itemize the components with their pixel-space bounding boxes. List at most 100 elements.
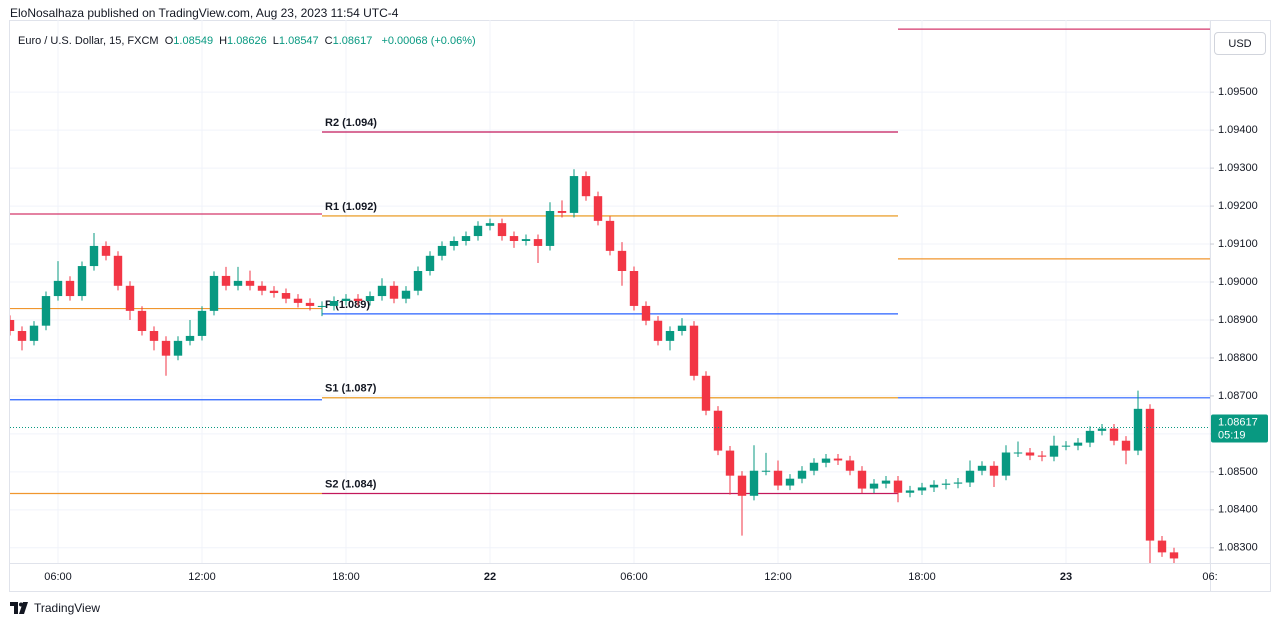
currency-button[interactable]: USD: [1214, 32, 1266, 55]
ohlc-value: 1.08547: [278, 35, 319, 47]
candle-body: [1061, 445, 1071, 447]
pivot-label: S2 (1.084): [325, 478, 377, 490]
candle-body: [173, 340, 183, 356]
candle-body: [89, 245, 99, 267]
x-tick-label: 18:00: [908, 571, 936, 583]
candle-body: [617, 250, 627, 271]
candle-body: [365, 296, 375, 301]
frame: [9, 20, 1271, 592]
ohlc-value: 1.08617: [332, 35, 373, 47]
candle-body: [113, 255, 123, 286]
candle-body: [869, 483, 879, 489]
candle-body: [125, 285, 135, 311]
y-tick-label: 1.08800: [1218, 352, 1258, 364]
change: +0.00068 (+0.06%): [381, 35, 476, 47]
candle-body: [245, 280, 255, 286]
candle-body: [221, 275, 231, 286]
candle-body: [65, 280, 75, 297]
candle-body: [653, 320, 663, 341]
x-tick-label: 23: [1060, 571, 1072, 583]
pivot-label: R2 (1.094): [325, 117, 377, 129]
candle-body: [161, 340, 171, 356]
candle-body: [10, 319, 15, 331]
x-tick-label: 18:00: [332, 571, 360, 583]
pivot-label: S1 (1.087): [325, 383, 377, 395]
candle-body: [701, 375, 711, 411]
candle-body: [197, 310, 207, 336]
ohlc-label: O: [164, 35, 174, 47]
candle-body: [137, 310, 147, 331]
y-tick-label: 1.09100: [1218, 238, 1258, 250]
candle-body: [293, 298, 303, 303]
candle-body: [209, 275, 219, 311]
publisher: EloNosalhaza published on TradingView.co…: [10, 6, 399, 20]
candle-body: [533, 239, 543, 246]
candle-body: [1157, 540, 1167, 553]
candle-body: [593, 196, 603, 221]
last-price-tag: [1211, 414, 1268, 443]
candle-body: [893, 480, 903, 493]
candle-body: [425, 255, 435, 271]
candle-body: [761, 470, 771, 472]
candle-body: [353, 298, 363, 301]
y-tick-label: 1.09200: [1218, 200, 1258, 212]
x-tick-label: 06:: [1202, 571, 1217, 583]
candle-body: [1025, 452, 1035, 456]
candle-body: [509, 236, 519, 241]
ohlc-label: L: [272, 35, 279, 47]
candle-body: [269, 290, 279, 294]
candle-body: [557, 210, 567, 213]
x-tick-label: 22: [484, 571, 496, 583]
candle-body: [485, 223, 495, 226]
candle-body: [17, 330, 27, 341]
candle-body: [29, 325, 39, 341]
candle-body: [473, 225, 483, 237]
candle-body: [449, 240, 459, 246]
candle-body: [785, 478, 795, 486]
candle-body: [665, 330, 675, 341]
candle-body: [905, 490, 915, 493]
candle-body: [305, 302, 315, 306]
logo: [10, 602, 28, 614]
y-tick-label: 1.09300: [1218, 162, 1258, 174]
candle-body: [1109, 428, 1119, 441]
candle-body: [833, 458, 843, 461]
candle-body: [257, 285, 267, 291]
candle-body: [461, 236, 471, 241]
y-tick-label: 1.08400: [1218, 504, 1258, 516]
candle-body: [581, 176, 591, 197]
candle-body: [1001, 452, 1011, 476]
countdown-label: 05:19: [1218, 429, 1246, 441]
candle-body: [497, 223, 507, 237]
candle-body: [989, 465, 999, 476]
candle-body: [389, 285, 399, 299]
candle-body: [725, 450, 735, 476]
y-tick-label: 1.08300: [1218, 542, 1258, 554]
candle-body: [1013, 452, 1023, 454]
candle-body: [1097, 428, 1107, 431]
x-tick-label: 12:00: [188, 571, 216, 583]
candle-body: [809, 462, 819, 471]
candle-body: [1085, 430, 1095, 443]
candle-body: [317, 305, 327, 307]
candle-body: [185, 335, 195, 341]
candle-body: [1073, 442, 1083, 446]
candle-body: [437, 245, 447, 256]
candle-body: [881, 480, 891, 484]
candle-body: [149, 330, 159, 341]
y-tick-label: 1.08700: [1218, 390, 1258, 402]
candle-body: [749, 470, 759, 496]
candle-body: [605, 220, 615, 251]
candle-body: [1133, 408, 1143, 451]
last-price-label: 1.08617: [1218, 416, 1258, 428]
candle-body: [713, 410, 723, 451]
candle-body: [857, 470, 867, 489]
candle-body: [677, 325, 687, 331]
candle-body: [41, 296, 51, 326]
ohlc-label: C: [324, 35, 333, 47]
candle-body: [77, 266, 87, 297]
y-tick-label: 1.09000: [1218, 276, 1258, 288]
candle-body: [101, 245, 111, 256]
